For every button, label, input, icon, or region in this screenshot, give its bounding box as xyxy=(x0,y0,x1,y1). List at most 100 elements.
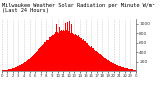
Bar xyxy=(93,48,94,71)
Bar xyxy=(54,34,55,71)
Bar xyxy=(113,63,114,71)
Bar xyxy=(64,31,65,71)
Bar xyxy=(48,40,49,71)
Bar xyxy=(50,37,51,71)
Bar xyxy=(128,69,129,71)
Bar xyxy=(60,31,61,71)
Bar xyxy=(123,67,124,71)
Bar xyxy=(83,39,84,71)
Bar xyxy=(72,24,73,71)
Bar xyxy=(129,69,130,71)
Bar xyxy=(32,56,33,71)
Bar xyxy=(124,68,125,71)
Bar xyxy=(57,32,58,71)
Bar xyxy=(49,37,50,71)
Bar xyxy=(30,58,31,71)
Bar xyxy=(63,30,64,71)
Bar xyxy=(69,21,70,71)
Bar xyxy=(8,69,9,71)
Bar xyxy=(4,70,5,71)
Bar xyxy=(5,70,6,71)
Bar xyxy=(9,69,10,71)
Bar xyxy=(24,62,25,71)
Bar xyxy=(75,34,76,71)
Bar xyxy=(92,48,93,71)
Bar xyxy=(14,68,15,71)
Bar xyxy=(46,40,47,71)
Bar xyxy=(84,41,85,71)
Bar xyxy=(21,64,22,71)
Bar xyxy=(85,41,86,71)
Bar xyxy=(120,66,121,71)
Bar xyxy=(51,36,52,71)
Bar xyxy=(31,57,32,71)
Bar xyxy=(109,61,110,71)
Bar xyxy=(53,35,54,71)
Bar xyxy=(80,38,81,71)
Bar xyxy=(15,67,16,71)
Bar xyxy=(94,50,95,71)
Bar xyxy=(28,59,29,71)
Bar xyxy=(117,65,118,71)
Bar xyxy=(135,70,136,71)
Bar xyxy=(36,52,37,71)
Bar xyxy=(67,22,68,71)
Bar xyxy=(78,35,79,71)
Bar xyxy=(118,66,119,71)
Bar xyxy=(74,35,75,71)
Bar xyxy=(59,31,60,71)
Bar xyxy=(131,69,132,71)
Bar xyxy=(39,48,40,71)
Bar xyxy=(103,57,104,71)
Bar xyxy=(62,31,63,71)
Bar xyxy=(106,59,107,71)
Bar xyxy=(29,59,30,71)
Bar xyxy=(76,35,77,71)
Bar xyxy=(19,65,20,71)
Bar xyxy=(61,30,62,71)
Bar xyxy=(47,40,48,71)
Bar xyxy=(45,42,46,71)
Bar xyxy=(82,40,83,71)
Bar xyxy=(132,69,133,71)
Bar xyxy=(44,44,45,71)
Bar xyxy=(70,33,71,71)
Bar xyxy=(17,66,18,71)
Bar xyxy=(121,67,122,71)
Bar xyxy=(87,43,88,71)
Bar xyxy=(114,64,115,71)
Bar xyxy=(130,69,131,71)
Bar xyxy=(34,54,35,71)
Bar xyxy=(81,38,82,71)
Bar xyxy=(96,51,97,71)
Bar xyxy=(98,53,99,71)
Bar xyxy=(42,45,43,71)
Bar xyxy=(91,46,92,71)
Bar xyxy=(40,47,41,71)
Bar xyxy=(77,36,78,71)
Bar xyxy=(127,68,128,71)
Bar xyxy=(68,31,69,71)
Bar xyxy=(101,56,102,71)
Bar xyxy=(20,65,21,71)
Bar xyxy=(37,51,38,71)
Bar xyxy=(100,55,101,71)
Bar xyxy=(99,54,100,71)
Bar xyxy=(11,69,12,71)
Bar xyxy=(3,70,4,71)
Bar xyxy=(71,24,72,71)
Bar xyxy=(90,47,91,71)
Bar xyxy=(133,70,134,71)
Bar xyxy=(125,68,126,71)
Bar xyxy=(26,61,27,71)
Bar xyxy=(73,34,74,71)
Bar xyxy=(58,33,59,71)
Bar xyxy=(107,60,108,71)
Bar xyxy=(88,45,89,71)
Bar xyxy=(25,62,26,71)
Bar xyxy=(119,66,120,71)
Bar xyxy=(115,64,116,71)
Bar xyxy=(23,63,24,71)
Bar xyxy=(66,30,67,71)
Bar xyxy=(12,68,13,71)
